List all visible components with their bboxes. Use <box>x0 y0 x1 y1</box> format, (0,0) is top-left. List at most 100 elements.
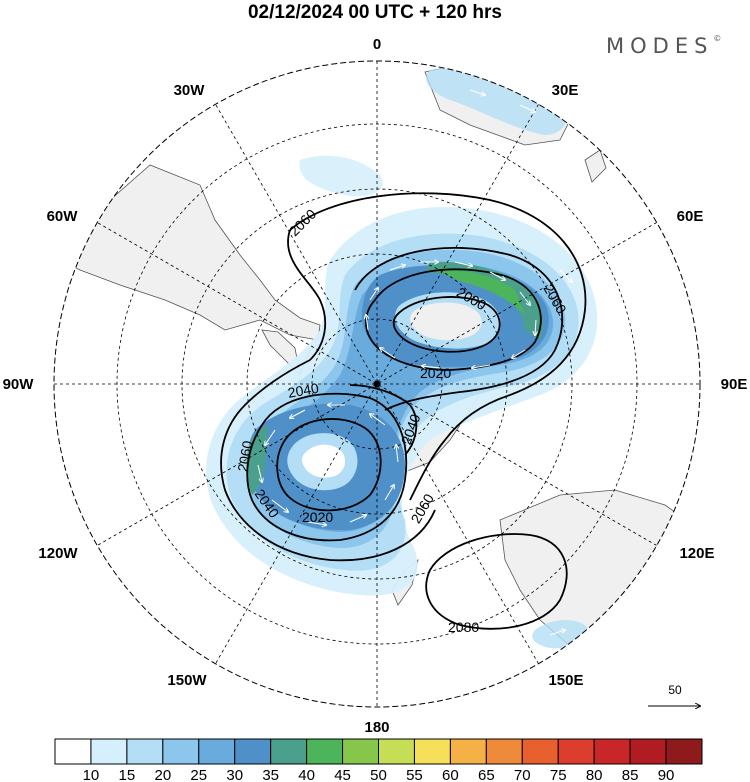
wind-vector <box>370 414 386 426</box>
colorbar-box <box>593 738 631 765</box>
colorbar-box <box>521 738 559 765</box>
colorbar-box <box>413 738 451 765</box>
shade-patch-atlantic <box>299 155 383 197</box>
wind-vector <box>271 499 288 512</box>
lower-vortex-center <box>302 444 346 478</box>
contour-2080 <box>425 533 568 630</box>
contour-labels: 2060 2000 2060 2020 2040 2040 2060 2060 … <box>234 206 570 635</box>
colorbar-tick-label: 40 <box>298 767 315 782</box>
latitude-circle-1 <box>311 318 443 450</box>
lon-label-60w: 60W <box>47 208 79 225</box>
map-title: 02/12/2024 00 UTC + 120 hrs <box>247 2 503 23</box>
madagascar-island <box>584 149 607 183</box>
colorbar-tick-label: 65 <box>478 767 495 782</box>
shade-patch-tasman <box>532 620 591 649</box>
contour-label: 2040 <box>287 380 321 401</box>
brand-copyright-mark: © <box>713 34 722 43</box>
lon-label-180: 180 <box>364 719 389 736</box>
shade-patch-africa <box>426 67 568 135</box>
wind-vector <box>512 349 526 358</box>
height-contours <box>220 192 587 630</box>
shade-40-upper <box>425 261 543 340</box>
lon-label-120e: 120E <box>679 545 714 562</box>
colorbar-tick-labels: 10 15 20 25 30 35 40 45 50 55 60 65 70 75 80 85 90 <box>83 767 675 782</box>
wind-vector <box>535 319 536 335</box>
colorbar-tick-label: 60 <box>442 767 459 782</box>
wind-vector <box>290 409 306 418</box>
colorbar-tick-label: 20 <box>154 767 171 782</box>
wind-vector <box>549 630 565 636</box>
colorbar-box <box>198 738 236 765</box>
colorbar-box <box>54 738 92 765</box>
colorbar-box <box>485 738 523 765</box>
lon-label-150w: 150W <box>167 672 207 689</box>
colorbar-box <box>449 738 487 765</box>
contour-2020-upper <box>365 268 542 371</box>
reference-vector-label: 50 <box>668 683 682 697</box>
contour-2040-upper <box>354 246 564 411</box>
lon-label-30w: 30W <box>174 82 206 99</box>
contour-2000 <box>392 296 501 353</box>
contour-label: 2060 <box>234 439 255 473</box>
wind-vector <box>349 515 366 523</box>
shade-45-upper <box>440 268 525 315</box>
contour-2040-link <box>349 384 418 456</box>
shade-40-lower <box>246 425 268 495</box>
wind-vectors <box>257 89 572 636</box>
wind-vector <box>489 271 505 280</box>
upper-vortex-center <box>410 302 482 341</box>
colorbar-tick-label: 10 <box>83 767 100 782</box>
wind-vector <box>472 364 491 368</box>
lon-label-90w: 90W <box>3 376 35 393</box>
south-pole-dot <box>373 380 381 388</box>
colorbar-tick-label: 75 <box>550 767 567 782</box>
contour-2040-lower <box>246 392 408 542</box>
colorbar-boxes <box>54 738 703 765</box>
contour-label: 2020 <box>302 509 333 525</box>
contour-label: 2080 <box>448 619 479 635</box>
wind-speed-shading <box>206 67 598 649</box>
south-america-landmass <box>54 164 321 341</box>
wind-vector <box>422 366 441 368</box>
colorbar-box <box>665 738 703 765</box>
wind-vector <box>307 521 326 525</box>
colorbar-tick-label: 55 <box>406 767 423 782</box>
colorbar-box <box>629 738 667 765</box>
lon-label-90e: 90E <box>721 376 748 393</box>
wind-vector <box>366 315 368 331</box>
lon-label-150e: 150E <box>548 672 583 689</box>
colorbar-tick-label: 50 <box>370 767 387 782</box>
wind-vector <box>369 288 378 301</box>
colorbar-tick-label: 25 <box>190 767 207 782</box>
brand-text: MODES <box>606 34 714 58</box>
colorbar-tick-label: 35 <box>262 767 279 782</box>
contour-label: 2060 <box>286 206 319 239</box>
colorbar-tick-label: 90 <box>658 767 675 782</box>
colorbar-box <box>306 738 344 765</box>
wind-vector <box>519 104 535 112</box>
wind-vector <box>469 89 485 95</box>
map-body: 2060 2000 2060 2020 2040 2040 2060 2060 … <box>54 61 700 707</box>
colorbar-tick-label: 80 <box>586 767 603 782</box>
wind-vector <box>389 265 405 271</box>
wind-vector <box>454 261 472 266</box>
contour-2020-lower <box>276 418 382 512</box>
colorbar-box <box>126 738 164 765</box>
wind-vector <box>380 348 396 359</box>
lon-label-60e: 60E <box>677 208 704 225</box>
lon-label-0: 0 <box>373 36 381 53</box>
colorbar-tick-label: 30 <box>226 767 243 782</box>
colorbar-box <box>557 738 595 765</box>
colorbar-box <box>270 738 308 765</box>
contour-2060-lower <box>220 359 436 562</box>
contour-2060-main <box>289 192 587 501</box>
reference-vector: 50 <box>648 683 700 706</box>
lon-label-120w: 120W <box>38 545 78 562</box>
colorbar-box <box>234 738 272 765</box>
wind-vector <box>384 485 394 501</box>
colorbar: 10 15 20 25 30 35 40 45 50 55 60 65 70 75 80 85 90 <box>54 738 703 782</box>
contour-label: 2020 <box>420 365 451 381</box>
longitude-labels: 0 30E 60E 90E 120E 150E 180 150W 120W 90… <box>3 36 748 736</box>
contour-2060-west <box>287 229 327 361</box>
